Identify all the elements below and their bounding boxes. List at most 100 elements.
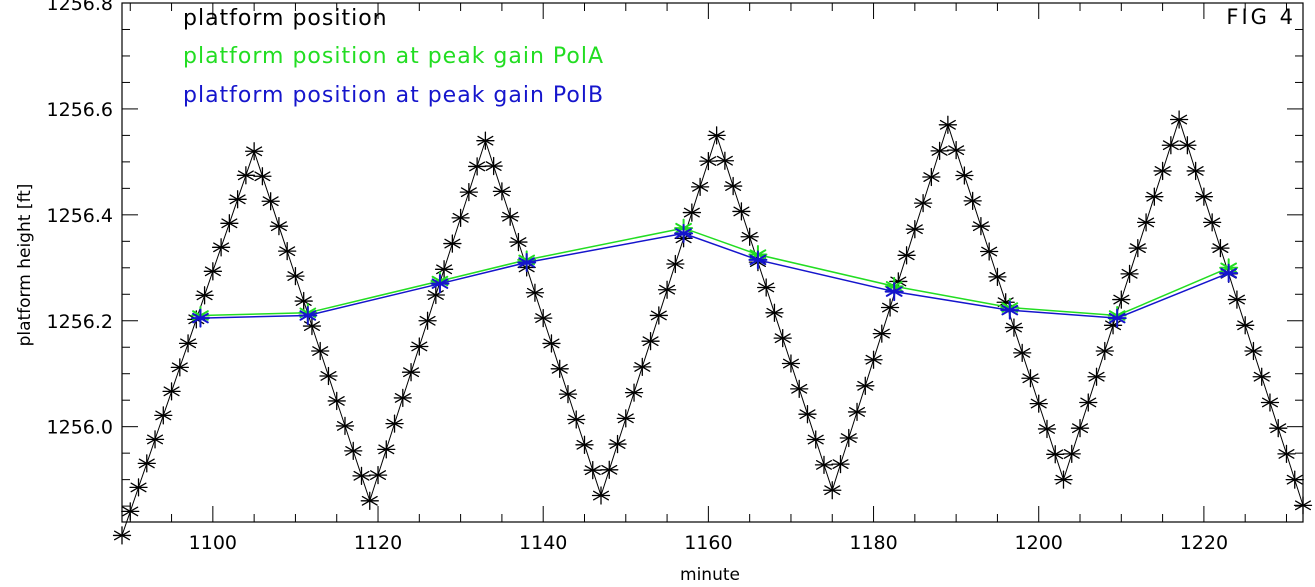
platform-position-point — [740, 227, 759, 246]
platform-position-point — [112, 526, 132, 545]
platform-position-point — [236, 166, 256, 185]
platform-position-point — [542, 334, 561, 353]
platform-position-point — [1252, 367, 1271, 386]
platform-position-point — [946, 141, 966, 160]
platform-position-point — [1029, 394, 1048, 413]
platform-position-point — [715, 151, 735, 170]
platform-position-point — [649, 306, 668, 325]
platform-position-point — [922, 167, 941, 187]
platform-position-point — [269, 217, 289, 236]
x-axis-title: minute — [680, 565, 740, 585]
platform-position-point — [1095, 341, 1114, 361]
platform-position-point — [129, 478, 148, 497]
series-pola-line — [200, 227, 1229, 317]
polb-point — [674, 223, 694, 243]
platform-position-point — [1013, 343, 1032, 363]
polb-point — [884, 282, 904, 302]
x-tick-label: 1100 — [189, 532, 237, 554]
platform-position-point — [278, 242, 297, 261]
platform-position-point — [980, 242, 999, 261]
platform-position-point — [261, 192, 280, 211]
platform-position-point — [608, 434, 627, 454]
platform-position-point — [1054, 470, 1073, 489]
platform-position-point — [1211, 238, 1230, 258]
platform-position-point — [1004, 318, 1024, 337]
x-tick-label: 1160 — [684, 532, 732, 554]
y-tick-label: 1256.2 — [47, 311, 113, 333]
x-tick-label: 1140 — [519, 532, 567, 554]
platform-position-point — [1260, 393, 1280, 412]
platform-position-point — [360, 491, 379, 510]
platform-position-point — [203, 262, 222, 281]
platform-position-point — [385, 414, 404, 433]
platform-position-point — [1269, 419, 1288, 438]
platform-position-point — [633, 357, 652, 377]
y-tick-label: 1256.8 — [47, 0, 113, 15]
platform-position-point — [682, 203, 702, 222]
platform-position-point — [319, 366, 338, 386]
platform-position-point — [294, 291, 313, 311]
platform-position-point — [732, 202, 751, 221]
platform-position-point — [335, 416, 355, 436]
y-axis: 1256.0 1256.2 1256.4 1256.6 1256.8 — [47, 0, 1303, 507]
platform-position-point — [170, 358, 189, 377]
platform-position-point — [839, 428, 858, 448]
platform-position-point — [253, 167, 272, 186]
platform-position-point — [666, 254, 685, 274]
platform-position-point — [145, 430, 165, 449]
platform-position-point — [1194, 187, 1214, 206]
platform-position-point — [1227, 290, 1247, 309]
polb-point — [1000, 300, 1020, 320]
platform-position-point — [162, 382, 181, 401]
polb-point — [748, 250, 768, 270]
platform-position-point — [690, 177, 710, 196]
platform-position-point — [765, 303, 784, 322]
x-tick-label: 1120 — [354, 532, 402, 554]
legend-entry-polb: platform position at peak gain PolB — [183, 83, 604, 108]
platform-position-point — [121, 502, 140, 521]
series-polb-line — [200, 232, 1229, 319]
platform-position-point — [955, 166, 974, 185]
platform-position-point — [1236, 316, 1255, 335]
platform-position-point — [244, 142, 264, 161]
series-layer — [112, 110, 1313, 545]
platform-position-point — [773, 329, 792, 348]
platform-position-point — [1169, 110, 1189, 129]
y-axis-title: platform height [ft] — [15, 184, 35, 347]
polb-point — [1107, 308, 1127, 328]
platform-position-point — [368, 465, 388, 485]
platform-position-point — [897, 246, 916, 265]
x-tick-label: 1200 — [1015, 532, 1063, 554]
platform-position-point — [790, 379, 809, 398]
platform-position-point — [814, 455, 834, 475]
platform-position-point — [880, 298, 900, 317]
platform-position-point — [1128, 238, 1147, 258]
y-tick-label: 1256.0 — [47, 417, 113, 439]
platform-position-point — [401, 363, 421, 382]
x-tick-label: 1180 — [849, 532, 897, 554]
platform-position-point — [484, 156, 503, 176]
platform-position-point — [930, 141, 949, 161]
platform-position-point — [1153, 161, 1172, 181]
platform-position-point — [195, 286, 214, 305]
platform-position-point — [905, 220, 924, 239]
platform-position-point — [757, 278, 776, 297]
platform-position-point — [1277, 444, 1296, 464]
platform-position-point — [211, 238, 231, 257]
platform-position-point — [1070, 419, 1090, 438]
platform-position-point — [641, 332, 660, 351]
series-platform-position-line — [121, 117, 1304, 536]
platform-position-point — [509, 232, 528, 252]
platform-position-point — [1037, 419, 1057, 439]
platform-position-point — [410, 337, 429, 356]
plot-frame — [121, 2, 1304, 523]
platform-position-point — [806, 430, 825, 449]
plot-area-border — [121, 2, 1304, 523]
platform-position-point — [137, 454, 156, 473]
platform-position-point — [1062, 444, 1081, 464]
polb-point — [190, 308, 210, 328]
platform-position-point — [1120, 264, 1139, 283]
platform-position-point — [443, 234, 462, 253]
platform-position-point — [467, 157, 487, 176]
